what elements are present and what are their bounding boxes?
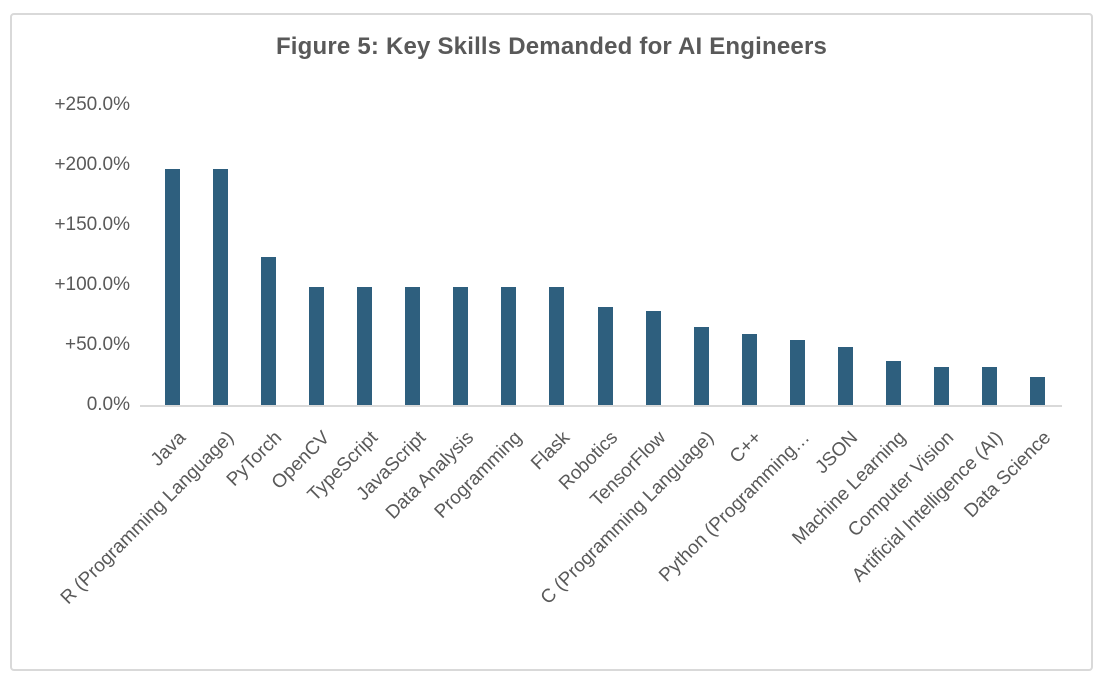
- y-tick-label: +50.0%: [65, 334, 130, 355]
- bar-c: [741, 334, 757, 405]
- bar-robotics: [597, 306, 613, 405]
- bar-r-programming-language: [213, 168, 229, 405]
- bar-programming: [501, 287, 517, 405]
- bar-python-programming: [789, 340, 805, 405]
- bar-json: [837, 347, 853, 405]
- y-tick-label: +150.0%: [54, 214, 130, 235]
- x-axis-line: [140, 405, 1062, 407]
- bar-typescript: [357, 287, 373, 405]
- bar-opencv: [309, 287, 325, 405]
- bar-c-programming-language: [693, 327, 709, 405]
- bar-data-analysis: [453, 287, 469, 405]
- y-tick-label: 0.0%: [86, 394, 130, 415]
- chart-title: Figure 5: Key Skills Demanded for AI Eng…: [275, 33, 828, 60]
- bar-pytorch: [261, 257, 277, 405]
- bar-data-science: [1030, 377, 1046, 405]
- y-tick-label: +250.0%: [54, 94, 130, 115]
- bar-computer-vision: [933, 366, 949, 405]
- bar-machine-learning: [885, 360, 901, 405]
- bar-artificial-intelligence-ai: [982, 366, 998, 405]
- bar-javascript: [405, 287, 421, 405]
- bar-tensorflow: [645, 311, 661, 405]
- bar-java: [165, 168, 180, 405]
- y-tick-label: +200.0%: [54, 154, 130, 175]
- bar-flask: [549, 287, 565, 405]
- y-tick-label: +100.0%: [54, 274, 130, 295]
